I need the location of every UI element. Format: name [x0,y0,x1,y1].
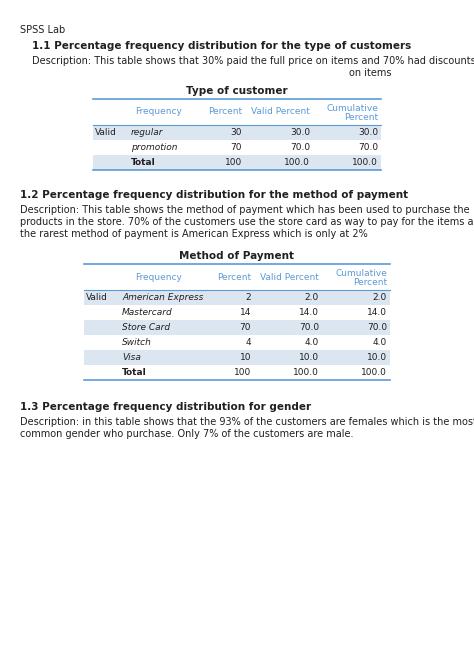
Bar [84,264,390,290]
Text: 1.2 Percentage frequency distribution for the method of payment: 1.2 Percentage frequency distribution fo… [20,190,408,200]
Bar [93,140,381,155]
Text: Frequency: Frequency [136,273,182,281]
Text: Frequency: Frequency [136,107,182,117]
Text: 10: 10 [239,353,251,362]
Text: 14.0: 14.0 [299,308,319,317]
Bar [84,320,390,335]
Text: promotion: promotion [131,143,177,152]
Text: 1.1 Percentage frequency distribution for the type of customers: 1.1 Percentage frequency distribution fo… [32,41,411,51]
Text: regular: regular [131,128,164,137]
Text: 70.0: 70.0 [290,143,310,152]
Text: Mastercard: Mastercard [122,308,173,317]
Text: Valid Percent: Valid Percent [260,273,319,281]
Text: Total: Total [122,368,147,377]
Text: on items: on items [349,68,391,78]
Text: Percent: Percent [217,273,251,281]
Text: Valid Percent: Valid Percent [251,107,310,117]
Text: 100.0: 100.0 [284,158,310,167]
Text: 30: 30 [230,128,242,137]
Bar [84,335,390,350]
Text: 4.0: 4.0 [305,338,319,347]
Text: 100.0: 100.0 [361,368,387,377]
Text: Store Card: Store Card [122,323,170,332]
Text: Description: This table shows that 30% paid the full price on items and 70% had : Description: This table shows that 30% p… [32,56,474,66]
Bar [84,290,390,305]
Text: American Express: American Express [122,293,203,302]
Text: 2.0: 2.0 [373,293,387,302]
Text: 4.0: 4.0 [373,338,387,347]
Text: 2: 2 [246,293,251,302]
Bar [93,155,381,170]
Text: 100.0: 100.0 [293,368,319,377]
Text: 2.0: 2.0 [305,293,319,302]
Text: 70: 70 [239,323,251,332]
Text: Percent: Percent [344,113,378,122]
Text: products in the store. 70% of the customers use the store card as way to pay for: products in the store. 70% of the custom… [20,217,474,227]
Bar [93,99,381,125]
Text: Visa: Visa [122,353,141,362]
Text: 4: 4 [246,338,251,347]
Bar [93,125,381,140]
Bar [84,305,390,320]
Text: 14: 14 [240,308,251,317]
Text: Description: This table shows the method of payment which has been used to purch: Description: This table shows the method… [20,205,470,215]
Text: Total: Total [131,158,156,167]
Text: 70: 70 [230,143,242,152]
Text: Cumulative: Cumulative [335,269,387,278]
Text: the rarest method of payment is American Express which is only at 2%: the rarest method of payment is American… [20,229,368,239]
Text: 100.0: 100.0 [352,158,378,167]
Text: 70.0: 70.0 [358,143,378,152]
Text: Switch: Switch [122,338,152,347]
Bar [84,365,390,380]
Text: common gender who purchase. Only 7% of the customers are male.: common gender who purchase. Only 7% of t… [20,429,354,439]
Text: 10.0: 10.0 [367,353,387,362]
Text: Method of Payment: Method of Payment [180,251,294,261]
Text: 70.0: 70.0 [299,323,319,332]
Text: Valid: Valid [95,128,117,137]
Bar [84,350,390,365]
Text: Valid: Valid [86,293,108,302]
Text: SPSS Lab: SPSS Lab [20,25,65,35]
Text: Type of customer: Type of customer [186,86,288,96]
Text: 10.0: 10.0 [299,353,319,362]
Text: 30.0: 30.0 [358,128,378,137]
Text: 100: 100 [234,368,251,377]
Text: Percent: Percent [208,107,242,117]
Text: Percent: Percent [353,278,387,287]
Text: 70.0: 70.0 [367,323,387,332]
Text: Cumulative: Cumulative [326,104,378,113]
Text: 30.0: 30.0 [290,128,310,137]
Text: 100: 100 [225,158,242,167]
Text: 1.3 Percentage frequency distribution for gender: 1.3 Percentage frequency distribution fo… [20,402,311,412]
Text: 14.0: 14.0 [367,308,387,317]
Text: Description: in this table shows that the 93% of the customers are females which: Description: in this table shows that th… [20,417,474,427]
